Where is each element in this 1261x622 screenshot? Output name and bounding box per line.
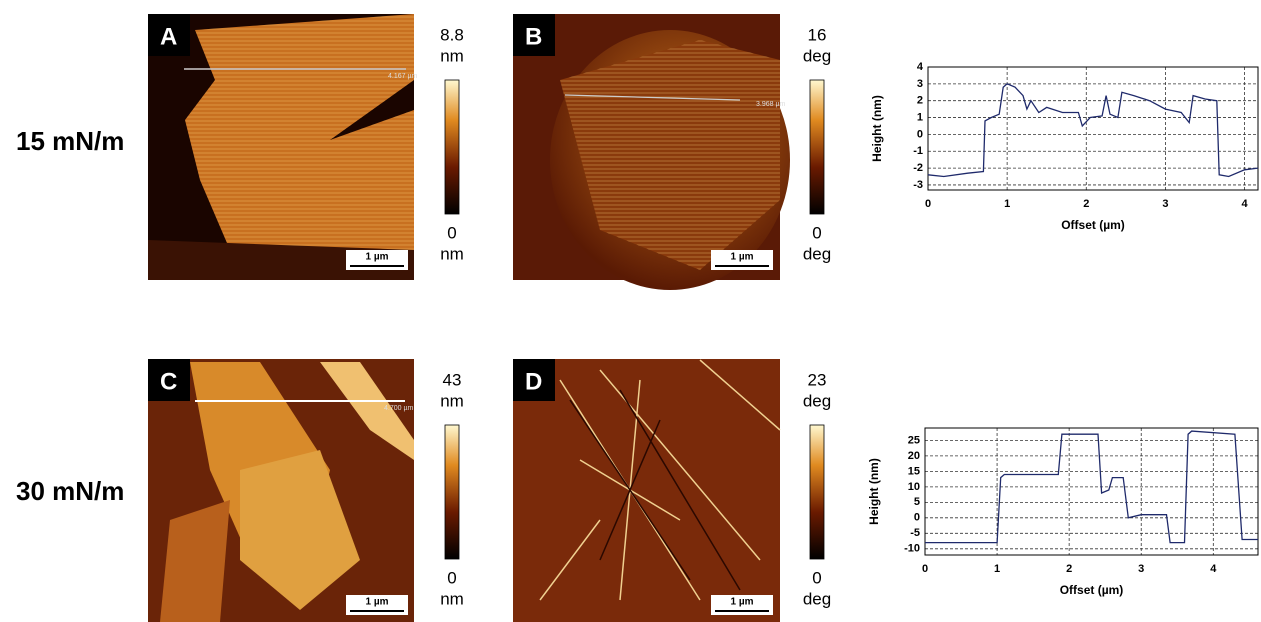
afm-image: 4.700 µm C 1 µm (148, 359, 414, 622)
y-tick-label: 5 (914, 496, 920, 508)
panel-letter: B (525, 23, 542, 50)
x-tick-label: 0 (922, 563, 928, 575)
colorbar-max: 8.8 (440, 25, 464, 44)
x-tick-label: 3 (1162, 198, 1168, 210)
x-tick-label: 1 (1004, 198, 1010, 210)
profile-length: 3.968 µm (756, 101, 785, 108)
y-tick-label: -3 (913, 179, 923, 191)
colorbar-unit: deg (803, 391, 831, 410)
y-tick-label: 4 (917, 61, 924, 73)
colorbar-min: 0 (812, 568, 821, 587)
y-axis-label: Height (nm) (870, 95, 884, 162)
x-tick-label: 2 (1066, 563, 1072, 575)
colorbar-min: 0 (447, 223, 456, 242)
y-tick-label: -5 (910, 527, 920, 539)
y-tick-label: 10 (908, 481, 920, 493)
colorbar (809, 79, 825, 215)
x-tick-label: 2 (1083, 198, 1089, 210)
panel-letter: A (160, 23, 177, 50)
panel-letter: C (160, 368, 177, 395)
colorbar-min: 0 (812, 223, 821, 242)
colorbar-max: 43 (443, 370, 462, 389)
colorbar (444, 79, 460, 215)
x-axis-label: Offset (µm) (1061, 218, 1125, 232)
scale-bar-label: 1 µm (731, 597, 754, 608)
y-tick-label: 3 (917, 78, 923, 90)
y-tick-label: 0 (917, 128, 923, 140)
panel-letter: D (525, 368, 542, 395)
colorbar-max: 23 (808, 370, 827, 389)
y-tick-label: 25 (908, 434, 920, 446)
y-tick-label: -10 (904, 543, 920, 555)
line (925, 430, 1258, 544)
afm-image: 4.167 µm A 1 µm (148, 14, 417, 280)
scale-bar-label: 1 µm (366, 252, 389, 263)
colorbar (809, 424, 825, 560)
colorbar-unit: nm (440, 391, 464, 410)
y-tick-label: 0 (914, 512, 920, 524)
x-tick-label: 0 (925, 198, 931, 210)
x-axis-label: Offset (µm) (1060, 583, 1124, 597)
scale-bar-label: 1 µm (366, 597, 389, 608)
x-tick-label: 4 (1241, 198, 1248, 210)
x-tick-label: 1 (994, 563, 1000, 575)
plot-frame (927, 66, 1259, 191)
afm-image: 3.968 µm B 1 µm (513, 14, 790, 290)
row-label: 15 mN/m (16, 126, 124, 156)
y-tick-label: 20 (908, 450, 920, 462)
afm-image: D 1 µm (513, 359, 781, 622)
profile-length: 4.167 µm (388, 73, 417, 80)
y-tick-label: 1 (917, 111, 923, 123)
y-tick-label: -2 (913, 162, 923, 174)
colorbar-unit: nm (440, 244, 464, 263)
colorbar-unit: nm (440, 46, 464, 65)
colorbar (444, 424, 460, 560)
x-tick-label: 3 (1138, 563, 1144, 575)
scale-bar-label: 1 µm (731, 252, 754, 263)
line (927, 83, 1259, 178)
colorbar-min: 0 (447, 568, 456, 587)
colorbar-max: 16 (808, 25, 827, 44)
colorbar-unit: nm (440, 589, 464, 608)
row-label: 30 mN/m (16, 476, 124, 506)
y-tick-label: 15 (908, 465, 920, 477)
y-tick-label: -1 (913, 145, 923, 157)
profile-length: 4.700 µm (384, 405, 413, 412)
colorbar-unit: deg (803, 46, 831, 65)
x-tick-label: 4 (1210, 563, 1217, 575)
plot-frame (924, 427, 1259, 556)
colorbar-unit: deg (803, 589, 831, 608)
colorbar-unit: deg (803, 244, 831, 263)
y-axis-label: Height (nm) (867, 458, 881, 525)
y-tick-label: 2 (917, 95, 923, 107)
